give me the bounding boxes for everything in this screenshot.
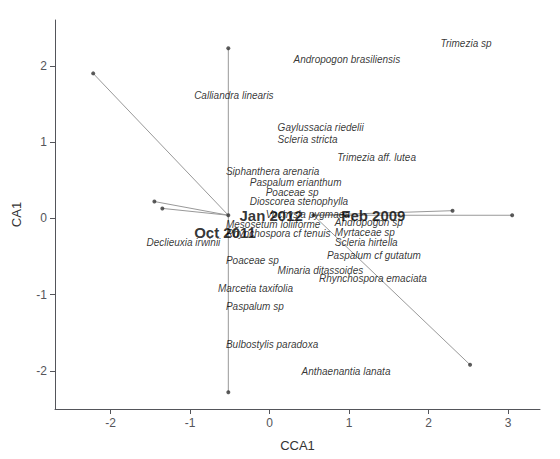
svg-text:1: 1 bbox=[40, 135, 47, 149]
svg-text:Paspalum cf gutatum: Paspalum cf gutatum bbox=[327, 250, 421, 261]
svg-text:CCA1: CCA1 bbox=[280, 438, 315, 453]
svg-text:-2: -2 bbox=[105, 416, 116, 430]
svg-text:Minaria ditassoides: Minaria ditassoides bbox=[277, 265, 364, 276]
svg-text:-1: -1 bbox=[185, 416, 196, 430]
svg-text:Rhynchospora cf tenuis: Rhynchospora cf tenuis bbox=[225, 228, 331, 240]
svg-text:Myrtaceae sp: Myrtaceae sp bbox=[334, 226, 395, 238]
svg-text:Trimezia sp: Trimezia sp bbox=[441, 38, 492, 49]
svg-text:Jan 2012: Jan 2012 bbox=[239, 207, 302, 224]
svg-text:0: 0 bbox=[40, 211, 47, 225]
svg-text:Declieuxia irwinii: Declieuxia irwinii bbox=[146, 236, 221, 248]
svg-text:Oct 2011: Oct 2011 bbox=[194, 224, 256, 241]
svg-text:Bulbostylis paradoxa: Bulbostylis paradoxa bbox=[226, 339, 319, 350]
svg-text:Gaylussacia riedelii: Gaylussacia riedelii bbox=[278, 122, 365, 133]
svg-text:Poaceae sp: Poaceae sp bbox=[265, 187, 319, 199]
svg-text:Andropogon brasiliensis: Andropogon brasiliensis bbox=[293, 54, 401, 65]
svg-text:Anthaenantia lanata: Anthaenantia lanata bbox=[300, 366, 390, 377]
svg-text:2: 2 bbox=[40, 59, 47, 73]
svg-text:CA1: CA1 bbox=[9, 202, 24, 227]
svg-text:Calliandra linearis: Calliandra linearis bbox=[194, 90, 273, 101]
svg-text:Paspalum erianthum: Paspalum erianthum bbox=[249, 177, 342, 189]
svg-text:3: 3 bbox=[505, 416, 512, 430]
svg-text:Siphanthera arenaria: Siphanthera arenaria bbox=[226, 166, 320, 177]
svg-text:2: 2 bbox=[425, 416, 432, 430]
svg-text:Rhynchospora emaciata: Rhynchospora emaciata bbox=[319, 273, 427, 284]
svg-text:-2: -2 bbox=[36, 364, 47, 378]
svg-text:Scleria hirtella: Scleria hirtella bbox=[335, 237, 398, 248]
svg-text:1: 1 bbox=[346, 416, 353, 430]
svg-text:Marcetia taxifolia: Marcetia taxifolia bbox=[218, 283, 293, 294]
svg-text:Scleria stricta: Scleria stricta bbox=[278, 134, 338, 145]
svg-text:-1: -1 bbox=[36, 288, 47, 302]
svg-text:Feb 2009: Feb 2009 bbox=[341, 207, 405, 224]
svg-text:Dioscorea stenophylla: Dioscorea stenophylla bbox=[250, 196, 349, 207]
svg-text:Poaceae sp: Poaceae sp bbox=[226, 255, 279, 266]
svg-text:0: 0 bbox=[266, 416, 273, 430]
svg-text:Paspalum sp: Paspalum sp bbox=[226, 301, 284, 312]
svg-text:Trimezia aff. lutea: Trimezia aff. lutea bbox=[337, 152, 416, 163]
